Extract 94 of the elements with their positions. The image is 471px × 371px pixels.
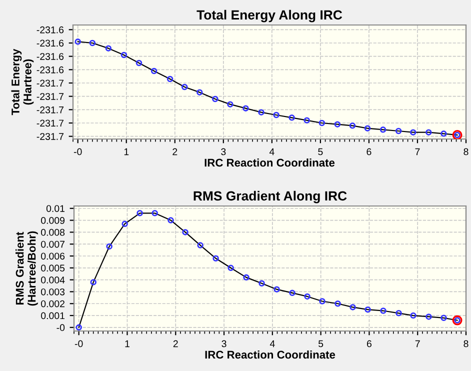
y-tick-label: -231.6 [36,53,64,60]
x-tick-label: 3 [222,340,226,348]
y-tick-label: -231.6 [36,66,64,74]
x-tick-label: -0 [74,148,82,156]
y-tick-label: 0.009 [41,217,65,224]
point [304,117,310,124]
y-tick-label: 0.004 [41,276,65,284]
x-tick-label: 1 [125,340,130,348]
x-tick-label: 8 [464,340,468,348]
y-tick-label: 0.008 [41,228,65,236]
point [440,130,447,137]
point [426,129,432,136]
chart-title: RMS Gradient Along IRC [194,190,347,204]
y-tick-label: -231.7 [36,120,64,127]
point [395,128,402,134]
y-tick-label: 0.001 [41,312,64,320]
point [150,68,158,74]
point [106,243,112,250]
y-tick-label: 0.007 [41,240,64,248]
y-tick-label: 0.002 [41,300,64,308]
point [319,298,326,304]
y-tick-label: 0.006 [41,252,65,260]
point [228,264,234,272]
point [76,324,82,331]
x-tick-label: 1 [124,148,129,156]
point [212,255,219,262]
point [243,274,250,281]
point [74,38,81,45]
chart-title: Total Energy Along IRC [196,10,342,22]
point [380,126,386,133]
point [258,109,264,116]
point [212,96,218,102]
x-tick-label: 3 [221,148,226,156]
point [181,84,188,90]
point [166,76,174,82]
y-tick-label: -231.7 [36,133,64,140]
y-tick-label: -231.6 [36,26,64,34]
point [334,121,341,128]
point [410,129,416,136]
point [227,101,234,108]
point [396,310,402,316]
x-tick-label: 6 [367,340,372,348]
point [380,308,386,314]
x-tick-label: 7 [415,340,420,348]
point [349,122,356,129]
y-tick-label: -231.6 [36,40,64,47]
x-tick-label: 2 [173,340,178,348]
point [410,312,416,319]
point [89,40,96,46]
x-tick-label: 5 [318,340,324,348]
point [289,290,296,296]
point [364,125,371,132]
point [136,210,143,216]
point [122,220,128,227]
point [364,306,371,313]
point [273,112,280,118]
point [288,114,295,121]
x-axis-title: IRC Reaction Coordinate [205,350,336,359]
x-tick-label: 2 [172,148,178,156]
point [304,293,310,300]
point [440,314,447,322]
point [152,210,158,216]
point [334,300,341,307]
point [318,120,326,126]
x-tick-label: -0 [74,340,83,348]
x-tick-label: 8 [464,148,468,156]
point [242,105,249,112]
point [136,60,142,66]
point [196,89,203,96]
y-axis-title: RMS Gradient (Hartree/Bohr) [16,231,38,306]
x-tick-label: 5 [318,148,323,156]
y-axis-title: Total Energy (Hartree) [11,48,34,116]
point [120,52,128,58]
x-tick-label: 4 [269,148,274,156]
point [168,217,174,224]
x-tick-label: 4 [270,340,275,348]
y-tick-label: -231.7 [36,106,64,114]
y-tick-label: 0.003 [41,288,65,296]
x-tick-label: 7 [415,148,420,156]
point [197,242,204,248]
point [182,229,188,236]
x-axis-title: IRC Reaction Coordinate [204,158,335,167]
y-tick-label: -231.7 [36,80,64,87]
x-tick-label: 6 [366,148,372,156]
y-tick-label: -0 [56,324,65,332]
point [274,286,280,292]
y-tick-label: -231.7 [36,93,64,100]
y-tick-label: 0.01 [46,205,64,212]
point [426,314,432,320]
point [350,304,356,310]
point [105,45,112,52]
point [90,279,96,286]
point [258,280,265,287]
y-tick-label: 0.005 [41,264,65,272]
